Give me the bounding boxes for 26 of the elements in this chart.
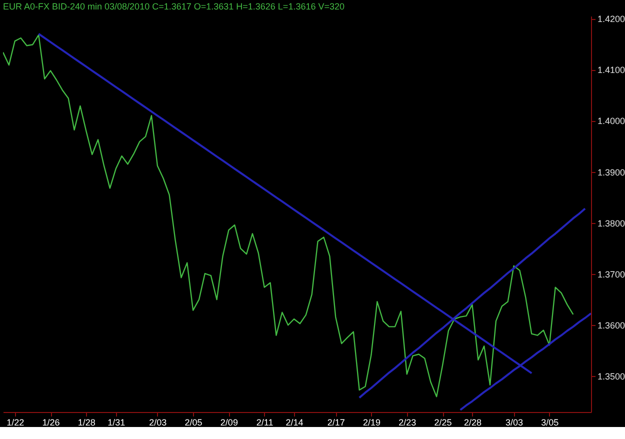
y-tick-label: 1.3800 <box>598 218 625 228</box>
x-tick-label: 2/25 <box>434 418 452 428</box>
y-tick-label: 1.3600 <box>598 320 625 331</box>
y-tick-label: 1.3900 <box>598 167 625 178</box>
y-tick-label: 1.4200 <box>598 14 625 24</box>
x-tick-label: 2/19 <box>362 418 381 428</box>
x-tick-label: 2/03 <box>149 418 167 428</box>
y-tick-label: 1.4100 <box>598 65 625 76</box>
x-tick-label: 2/14 <box>286 418 304 428</box>
y-tick-label: 1.4000 <box>598 116 625 126</box>
x-tick-label: 1/31 <box>108 418 126 428</box>
x-tick-label: 2/11 <box>256 418 274 428</box>
x-tick-label: 3/05 <box>541 418 559 428</box>
y-tick-label: 1.3700 <box>598 270 625 280</box>
x-tick-label: 1/22 <box>6 418 24 428</box>
x-tick-label: 2/05 <box>184 418 202 428</box>
x-tick-label: 2/28 <box>464 418 482 428</box>
x-tick-label: 1/28 <box>78 418 96 428</box>
line-series <box>3 34 574 398</box>
x-tick-label: 2/23 <box>398 418 416 428</box>
x-tick-label: 3/03 <box>506 418 524 428</box>
x-tick-label: 1/26 <box>42 418 60 428</box>
chart-title: EUR A0-FX BID-240 min 03/08/2010 C=1.3617 O=1.3631 H=1.3626 L=1.3616 V=320 <box>3 2 344 12</box>
y-tick-label: 1.3500 <box>598 372 625 382</box>
x-tick-label: 2/17 <box>327 418 345 428</box>
x-tick-label: 2/09 <box>220 418 238 428</box>
